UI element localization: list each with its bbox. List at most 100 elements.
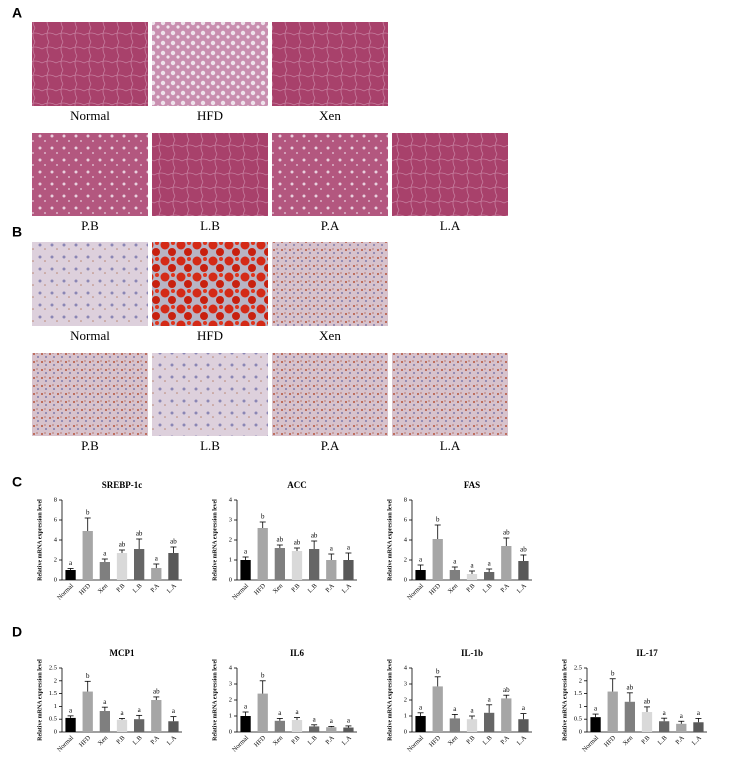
significance-letter: a bbox=[69, 559, 73, 567]
error-bar bbox=[644, 706, 650, 713]
bar bbox=[151, 568, 162, 580]
image-label: P.B bbox=[81, 218, 99, 233]
significance-letter: a bbox=[330, 545, 334, 553]
x-tick-label: L.A bbox=[341, 734, 353, 746]
x-tick-label: HFD bbox=[428, 734, 442, 748]
x-tick-label: L.B bbox=[132, 582, 144, 594]
histology-image bbox=[272, 22, 388, 106]
y-tick-label: 1.5 bbox=[49, 690, 57, 697]
y-tick-label: 0 bbox=[229, 576, 232, 583]
panel-label: D bbox=[12, 624, 22, 640]
x-tick-label: P.A bbox=[499, 734, 511, 746]
bar bbox=[676, 723, 687, 732]
error-bar bbox=[136, 714, 143, 720]
bar bbox=[274, 548, 285, 580]
y-tick-label: 2 bbox=[579, 677, 582, 684]
significance-letter: b bbox=[436, 667, 440, 675]
bar bbox=[65, 717, 76, 732]
histology-image bbox=[272, 133, 388, 216]
significance-letter: a bbox=[69, 706, 73, 714]
significance-letter: a bbox=[419, 556, 423, 564]
bar bbox=[99, 562, 110, 580]
significance-letter: a bbox=[138, 706, 142, 714]
error-bar bbox=[242, 556, 249, 560]
y-tick-label: 2 bbox=[229, 536, 232, 543]
error-bar bbox=[434, 524, 441, 539]
x-tick-label: Xen bbox=[97, 734, 110, 747]
significance-letter: ab bbox=[119, 541, 126, 549]
significance-letter: a bbox=[155, 555, 159, 563]
error-bar bbox=[626, 692, 633, 702]
bar bbox=[257, 528, 268, 580]
bar bbox=[82, 691, 93, 732]
error-bar bbox=[119, 549, 125, 553]
x-tick-label: Normal bbox=[406, 734, 425, 753]
error-bar bbox=[469, 570, 475, 574]
significance-letter: a bbox=[470, 707, 474, 715]
bar bbox=[291, 720, 303, 732]
significance-letter: ab bbox=[627, 683, 634, 691]
x-tick-label: Normal bbox=[231, 582, 250, 601]
significance-letter: a bbox=[470, 562, 474, 570]
image-label: P.B bbox=[81, 438, 99, 453]
bar bbox=[449, 718, 460, 732]
significance-letter: a bbox=[419, 703, 423, 711]
y-tick-label: 0 bbox=[54, 728, 57, 735]
y-tick-label: 2 bbox=[54, 677, 57, 684]
significance-letter: a bbox=[663, 709, 667, 717]
x-tick-label: L.B bbox=[307, 734, 319, 746]
chart-title: SREBP-1c bbox=[102, 480, 143, 490]
x-tick-label: P.A bbox=[324, 582, 336, 594]
y-tick-label: 1 bbox=[404, 712, 407, 719]
bar bbox=[134, 549, 145, 580]
image-label: HFD bbox=[197, 108, 223, 123]
significance-letter: a bbox=[103, 698, 107, 706]
x-tick-label: Xen bbox=[272, 582, 285, 595]
significance-letter: b bbox=[261, 513, 265, 521]
x-tick-label: P.A bbox=[499, 582, 511, 594]
x-tick-label: P.A bbox=[674, 734, 686, 746]
significance-letter: ab bbox=[503, 686, 510, 694]
y-tick-label: 2.5 bbox=[49, 664, 57, 671]
x-tick-label: Normal bbox=[56, 582, 75, 601]
image-label: HFD bbox=[197, 328, 223, 343]
histology-image bbox=[272, 242, 388, 326]
y-tick-label: 8 bbox=[54, 496, 57, 503]
y-axis-label: Relative mRNA expression level bbox=[37, 499, 43, 581]
x-tick-label: L.A bbox=[341, 582, 353, 594]
image-label: P.A bbox=[321, 218, 340, 233]
error-bar bbox=[345, 552, 352, 560]
significance-letter: a bbox=[120, 709, 124, 717]
significance-letter: a bbox=[453, 705, 457, 713]
error-bar bbox=[294, 717, 300, 720]
bar-chart: IL-17 Relative mRNA expression level 0 0.5 1… bbox=[562, 648, 707, 754]
bar bbox=[240, 560, 251, 580]
y-axis-label: Relative mRNA expression level bbox=[387, 659, 393, 741]
bar bbox=[518, 561, 529, 580]
x-tick-label: P.B bbox=[115, 582, 127, 594]
image-label: L.B bbox=[200, 218, 220, 233]
x-tick-label: L.B bbox=[482, 734, 494, 746]
bar bbox=[257, 693, 268, 732]
y-axis-label: Relative mRNA expression level bbox=[212, 499, 218, 581]
bar bbox=[501, 698, 512, 732]
significance-letter: a bbox=[313, 715, 317, 723]
y-tick-label: 0 bbox=[229, 728, 232, 735]
x-tick-label: P.B bbox=[290, 582, 302, 594]
error-bar bbox=[84, 517, 91, 531]
error-bar bbox=[242, 711, 249, 716]
bar bbox=[693, 722, 704, 732]
significance-letter: ab bbox=[136, 530, 143, 538]
bar bbox=[415, 716, 426, 732]
bar bbox=[659, 721, 670, 732]
x-tick-label: L.A bbox=[516, 582, 528, 594]
bar bbox=[466, 719, 478, 732]
image-label: Xen bbox=[319, 108, 341, 123]
bar bbox=[116, 719, 128, 732]
error-bar bbox=[136, 538, 143, 549]
histology-image bbox=[32, 133, 148, 216]
histology-image bbox=[32, 353, 148, 436]
bar bbox=[466, 574, 478, 580]
y-tick-label: 4 bbox=[404, 536, 408, 543]
x-tick-label: P.B bbox=[640, 734, 652, 746]
